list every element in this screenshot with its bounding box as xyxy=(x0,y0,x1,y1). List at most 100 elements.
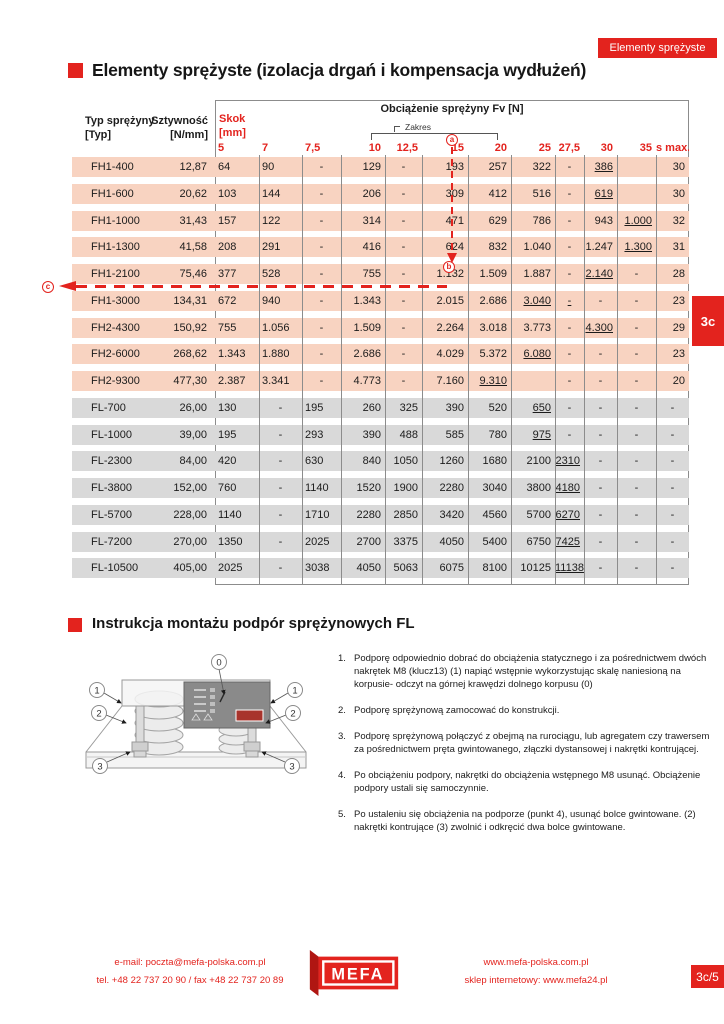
mounting-title: Instrukcja montażu podpór sprężynowych F… xyxy=(92,615,415,632)
section-bullet-icon xyxy=(68,618,82,632)
row-value: 629 xyxy=(488,214,507,227)
row-value: 405,00 xyxy=(173,562,207,575)
row-value: - xyxy=(670,535,675,548)
row-value: - xyxy=(598,375,603,387)
row-value: - xyxy=(670,428,675,441)
table-row-FL-7200: FL-7200 270,00 1350 - 2025 2700 3375 4050 5400 67… xyxy=(72,531,689,552)
row-value: 520 xyxy=(488,401,507,414)
row-value: 20 xyxy=(672,375,685,387)
row-value: 5063 xyxy=(393,562,418,575)
row-value: 1140 xyxy=(218,508,242,521)
row-value: - xyxy=(670,482,675,494)
row-value: 420 xyxy=(218,455,237,468)
row-value: 129 xyxy=(362,161,381,173)
row-value: 528 xyxy=(262,268,281,280)
row-value: 12,87 xyxy=(179,161,207,173)
row-value: 1140 xyxy=(305,482,329,494)
row-value: 3.040 xyxy=(523,294,551,307)
row-value: 157 xyxy=(218,214,237,227)
row-value: 1.056 xyxy=(262,321,290,334)
row-value: 1.343 xyxy=(218,348,246,361)
marker-c: c xyxy=(42,281,54,293)
row-type: FL-10500 xyxy=(91,562,139,575)
load-col-header: 35 xyxy=(639,142,652,154)
table-row-FL-1000: FL-1000 39,00 195 - 293 390 488 585 780 975 - - - - xyxy=(72,424,689,445)
row-value: 2280 xyxy=(356,508,381,521)
row-value: 206 xyxy=(362,187,381,200)
row-value: - xyxy=(401,187,406,200)
row-value: 268,62 xyxy=(173,348,207,361)
corner-badge: Elementy sprężyste xyxy=(598,38,717,58)
row-value: - xyxy=(634,348,639,361)
load-col-header: 30 xyxy=(600,142,613,154)
row-value: - xyxy=(278,535,283,548)
row-value: 1.887 xyxy=(523,268,551,280)
row-value: - xyxy=(567,348,572,361)
row-value: - xyxy=(401,375,406,387)
row-value: - xyxy=(634,482,639,494)
row-value: 3420 xyxy=(439,508,464,521)
table-row-FH1-1300: FH1-1300 41,58 208 291-416-624 832 1.040-1.24… xyxy=(72,237,689,258)
row-value: - xyxy=(319,375,324,387)
col-header-type: Typ sprężyny xyxy=(85,115,155,127)
row-value: 3038 xyxy=(305,562,330,575)
row-value: 1.880 xyxy=(262,348,290,361)
footer-url-link[interactable]: www.mefa-polska.com.pl xyxy=(483,957,589,968)
row-value: 755 xyxy=(218,321,237,334)
row-value: - xyxy=(319,268,324,280)
row-type: FH2-6000 xyxy=(91,348,140,361)
row-value: 3.341 xyxy=(262,375,290,387)
row-value: - xyxy=(401,348,406,361)
row-value: 20,62 xyxy=(179,187,207,200)
row-value xyxy=(617,157,656,177)
row-value: 390 xyxy=(362,428,381,441)
row-type: FH1-1000 xyxy=(91,214,140,227)
marker-b: b xyxy=(443,261,455,273)
load-col-header: s max. xyxy=(656,142,689,154)
row-value: 228,00 xyxy=(173,508,207,521)
load-col-header: 20 xyxy=(494,142,507,154)
row-value: - xyxy=(670,455,675,468)
row-value: 943 xyxy=(594,214,613,227)
row-value: - xyxy=(278,455,283,468)
row-value: 3800 xyxy=(526,482,551,494)
row-value: 30 xyxy=(672,161,685,173)
footer-shop-link[interactable]: sklep internetowy: www.mefa24.pl xyxy=(464,975,608,986)
row-type: FH1-2100 xyxy=(91,268,140,280)
instruction-text: Podporę odpowiednio dobrać do obciążenia… xyxy=(354,653,707,690)
row-value: - xyxy=(670,508,675,521)
row-value: 1.000 xyxy=(624,214,652,227)
footer-email-link[interactable]: e-mail: poczta@mefa-polska.com.pl xyxy=(114,957,266,968)
table-row-FH1-400: FH1-400 12,87 64 90 - 129 - 193 257 322 - 386 30 xyxy=(72,157,689,177)
row-value: - xyxy=(278,428,283,441)
mefa-logo-text: MEFA xyxy=(331,966,384,984)
table-gridline xyxy=(511,155,512,585)
row-value: 1900 xyxy=(393,482,418,494)
row-type: FH1-400 xyxy=(91,161,134,173)
row-value: 619 xyxy=(594,187,613,200)
row-value: 4560 xyxy=(482,508,507,521)
instruction-text: Podporę sprężynową połączyć z obejmą na … xyxy=(354,731,710,755)
callout-2: 2 xyxy=(290,709,295,720)
table-gridline xyxy=(302,155,303,585)
row-value: - xyxy=(598,428,603,441)
row-value: 29 xyxy=(672,321,685,334)
row-value: - xyxy=(634,428,639,441)
row-value: 32 xyxy=(672,214,685,227)
col-header-stiffness-unit: [N/mm] xyxy=(170,129,208,141)
marker-a: a xyxy=(446,134,458,146)
row-type: FL-5700 xyxy=(91,508,132,521)
row-value: - xyxy=(567,294,572,307)
row-value: 6.080 xyxy=(523,348,551,361)
row-value: - xyxy=(598,508,603,521)
mounting-instructions: 1. Podporę odpowiednio dobrać do obciążen… xyxy=(338,652,712,847)
row-value: 23 xyxy=(672,294,685,307)
row-value: 1260 xyxy=(439,455,464,468)
row-value: 1050 xyxy=(393,455,418,468)
table-gridline xyxy=(259,155,260,585)
row-value: - xyxy=(319,294,324,307)
chapter-tab: 3c xyxy=(692,296,724,346)
row-value: 195 xyxy=(218,428,237,441)
instruction-number: 4. xyxy=(338,770,346,781)
row-value: - xyxy=(634,401,639,414)
